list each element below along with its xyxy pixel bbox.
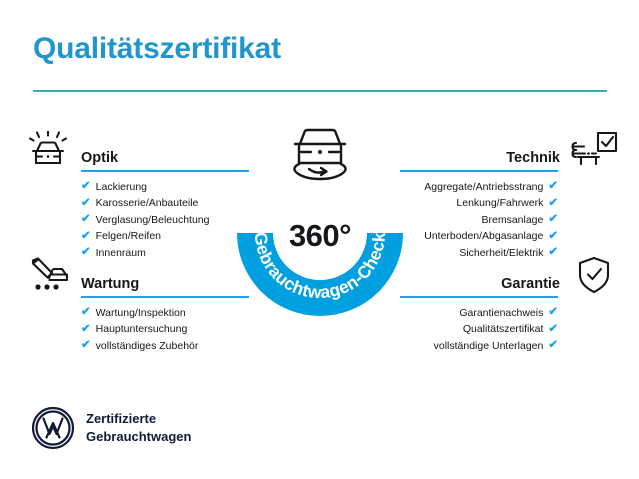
footer-line-1: Zertifizierte — [86, 411, 157, 427]
badge-ring: Gebrauchtwagen-Check — [237, 231, 403, 316]
check-icon: ✔ — [81, 213, 91, 226]
list-item: Lenkung/Fahrwerk ✔ — [424, 195, 558, 211]
list-item: Bremsanlage ✔ — [424, 212, 558, 228]
list-item-label: Bremsanlage — [481, 213, 544, 226]
check-icon: ✔ — [548, 196, 558, 209]
check-icon: ✔ — [81, 322, 91, 335]
list-item-label: Sicherheit/Elektrik — [459, 246, 544, 259]
list-item: ✔ Karosserie/Anbauteile — [81, 195, 209, 211]
check-icon: ✔ — [81, 306, 91, 319]
section-garantie-list: Garantienachweis ✔ Qualitätszertifikat ✔ v… — [434, 305, 558, 354]
section-optik-divider — [81, 170, 249, 172]
list-item: ✔ Lackierung — [81, 179, 209, 195]
list-item-label: Unterboden/Abgasanlage — [424, 230, 544, 243]
section-wartung-header: Wartung — [22, 256, 237, 294]
list-item-label: vollständiges Zubehör — [95, 339, 199, 352]
list-item: vollständige Unterlagen ✔ — [434, 338, 558, 354]
list-item-label: Felgen/Reifen — [95, 230, 162, 243]
check-icon: ✔ — [81, 339, 91, 352]
list-item: Sicherheit/Elektrik ✔ — [424, 245, 558, 261]
car-checkbox-icon — [568, 130, 620, 168]
check-icon: ✔ — [81, 246, 91, 258]
car-shine-icon — [22, 130, 74, 168]
section-garantie: Garantie Garantienachweis ✔ Qualitätszert… — [400, 256, 620, 351]
list-item: Aggregate/Antriebsstrang ✔ — [424, 179, 558, 195]
footer-line-2: Gebrauchtwagen — [86, 429, 192, 444]
list-item: ✔ vollständiges Zubehör — [81, 338, 198, 354]
list-item-label: Lackierung — [95, 180, 148, 193]
list-item: Unterboden/Abgasanlage ✔ — [424, 228, 558, 244]
list-item-label: Qualitätszertifikat — [462, 323, 544, 336]
vw-logo — [31, 406, 75, 450]
list-item-label: Lenkung/Fahrwerk — [456, 197, 544, 210]
section-technik-divider — [400, 170, 558, 172]
list-item-label: vollständige Unterlagen — [433, 339, 544, 352]
badge-center-label: 360° — [288, 218, 352, 253]
page-title: Qualitätszertifikat — [33, 32, 281, 65]
section-garantie-header: Garantie — [400, 256, 620, 294]
section-technik: Technik Aggregate/Antriebsstrang ✔ Lenkun… — [400, 130, 620, 258]
section-wartung: Wartung ✔ Wartung/Inspektion ✔ Hauptunters… — [22, 256, 249, 351]
title-divider — [33, 90, 607, 92]
section-optik-header: Optik — [22, 130, 237, 168]
list-item-label: Garantienachweis — [459, 306, 544, 319]
check-icon: ✔ — [548, 229, 558, 242]
section-technik-list: Aggregate/Antriebsstrang ✔ Lenkung/Fahrwe… — [424, 179, 558, 261]
check-icon: ✔ — [548, 322, 558, 335]
section-technik-header: Technik — [400, 130, 620, 168]
section-technik-title: Technik — [506, 150, 560, 166]
list-item-label: Aggregate/Antriebsstrang — [424, 180, 544, 193]
section-optik-title: Optik — [81, 150, 119, 166]
list-item: ✔ Verglasung/Beleuchtung — [81, 212, 209, 228]
check-icon: ✔ — [81, 180, 91, 193]
section-wartung-title: Wartung — [81, 276, 140, 292]
list-item: Qualitätszertifikat ✔ — [434, 321, 558, 337]
car-service-pen-icon — [22, 256, 74, 294]
list-item: ✔ Felgen/Reifen — [81, 228, 209, 244]
list-item-label: Hauptuntersuchung — [95, 323, 188, 336]
section-garantie-divider — [400, 296, 558, 298]
check-icon: ✔ — [548, 246, 558, 258]
list-item-label: Wartung/Inspektion — [95, 306, 186, 319]
list-item-label: Verglasung/Beleuchtung — [95, 213, 210, 226]
list-item-label: Innenraum — [95, 246, 146, 259]
list-item: ✔ Innenraum — [81, 245, 209, 261]
section-garantie-title: Garantie — [501, 276, 560, 292]
shield-check-icon — [568, 256, 620, 294]
check-icon: ✔ — [81, 229, 91, 242]
list-item-label: Karosserie/Anbauteile — [95, 197, 199, 210]
check-icon: ✔ — [81, 196, 91, 209]
list-item: Garantienachweis ✔ — [434, 305, 558, 321]
footer-brand-text: Zertifizierte Gebrauchtwagen — [86, 410, 191, 445]
badge-360-gebrauchtwagen-check: Gebrauchtwagen-Check 360° — [237, 128, 403, 316]
check-icon: ✔ — [548, 180, 558, 193]
section-wartung-divider — [81, 296, 249, 298]
check-icon: ✔ — [548, 306, 558, 319]
footer-brand: Zertifizierte Gebrauchtwagen — [31, 406, 191, 450]
check-icon: ✔ — [548, 339, 558, 352]
list-item: ✔ Hauptuntersuchung — [81, 321, 198, 337]
list-item: ✔ Wartung/Inspektion — [81, 305, 198, 321]
car-rotation-icon — [281, 118, 359, 184]
section-wartung-list: ✔ Wartung/Inspektion ✔ Hauptuntersuchung ✔… — [81, 305, 198, 354]
section-optik: Optik ✔ Lackierung ✔ Karosserie/Anbauteile… — [22, 130, 249, 258]
check-icon: ✔ — [548, 213, 558, 226]
section-optik-list: ✔ Lackierung ✔ Karosserie/Anbauteile ✔ Verg… — [81, 179, 209, 261]
